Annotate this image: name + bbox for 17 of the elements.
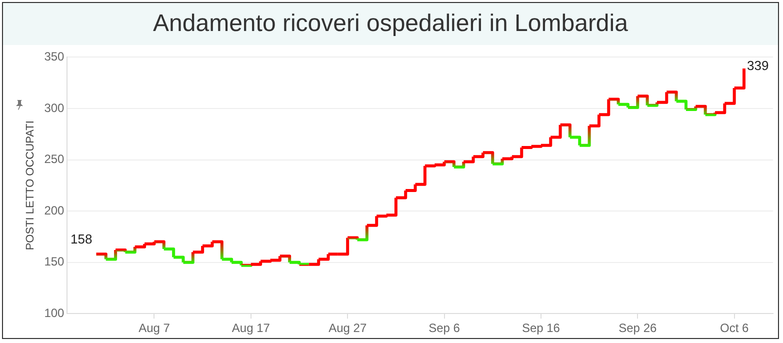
x-tick-label: Oct 6 — [720, 321, 749, 336]
y-tick-label: 200 — [44, 203, 65, 218]
x-tick-label: Aug 7 — [138, 321, 170, 336]
x-tick-label: Sep 16 — [522, 321, 560, 336]
x-tick-label: Aug 27 — [328, 321, 367, 336]
y-axis-title: POSTI LETTO OCCUPATI — [24, 120, 37, 250]
y-tick-label: 350 — [44, 50, 65, 64]
y-tick-label: 250 — [44, 152, 65, 166]
x-tick-label: Sep 6 — [428, 321, 460, 336]
y-tick-label: 300 — [44, 100, 65, 115]
y-tick-label: 100 — [44, 306, 65, 320]
x-tick-label: Sep 26 — [618, 321, 657, 336]
x-tick-label: Aug 17 — [232, 321, 270, 336]
y-tick-label: 150 — [44, 254, 65, 269]
chart-title: Andamento ricoveri ospedalieri in Lombardia — [3, 3, 778, 45]
data-label: 158 — [70, 232, 92, 247]
data-label: 339 — [746, 58, 769, 74]
